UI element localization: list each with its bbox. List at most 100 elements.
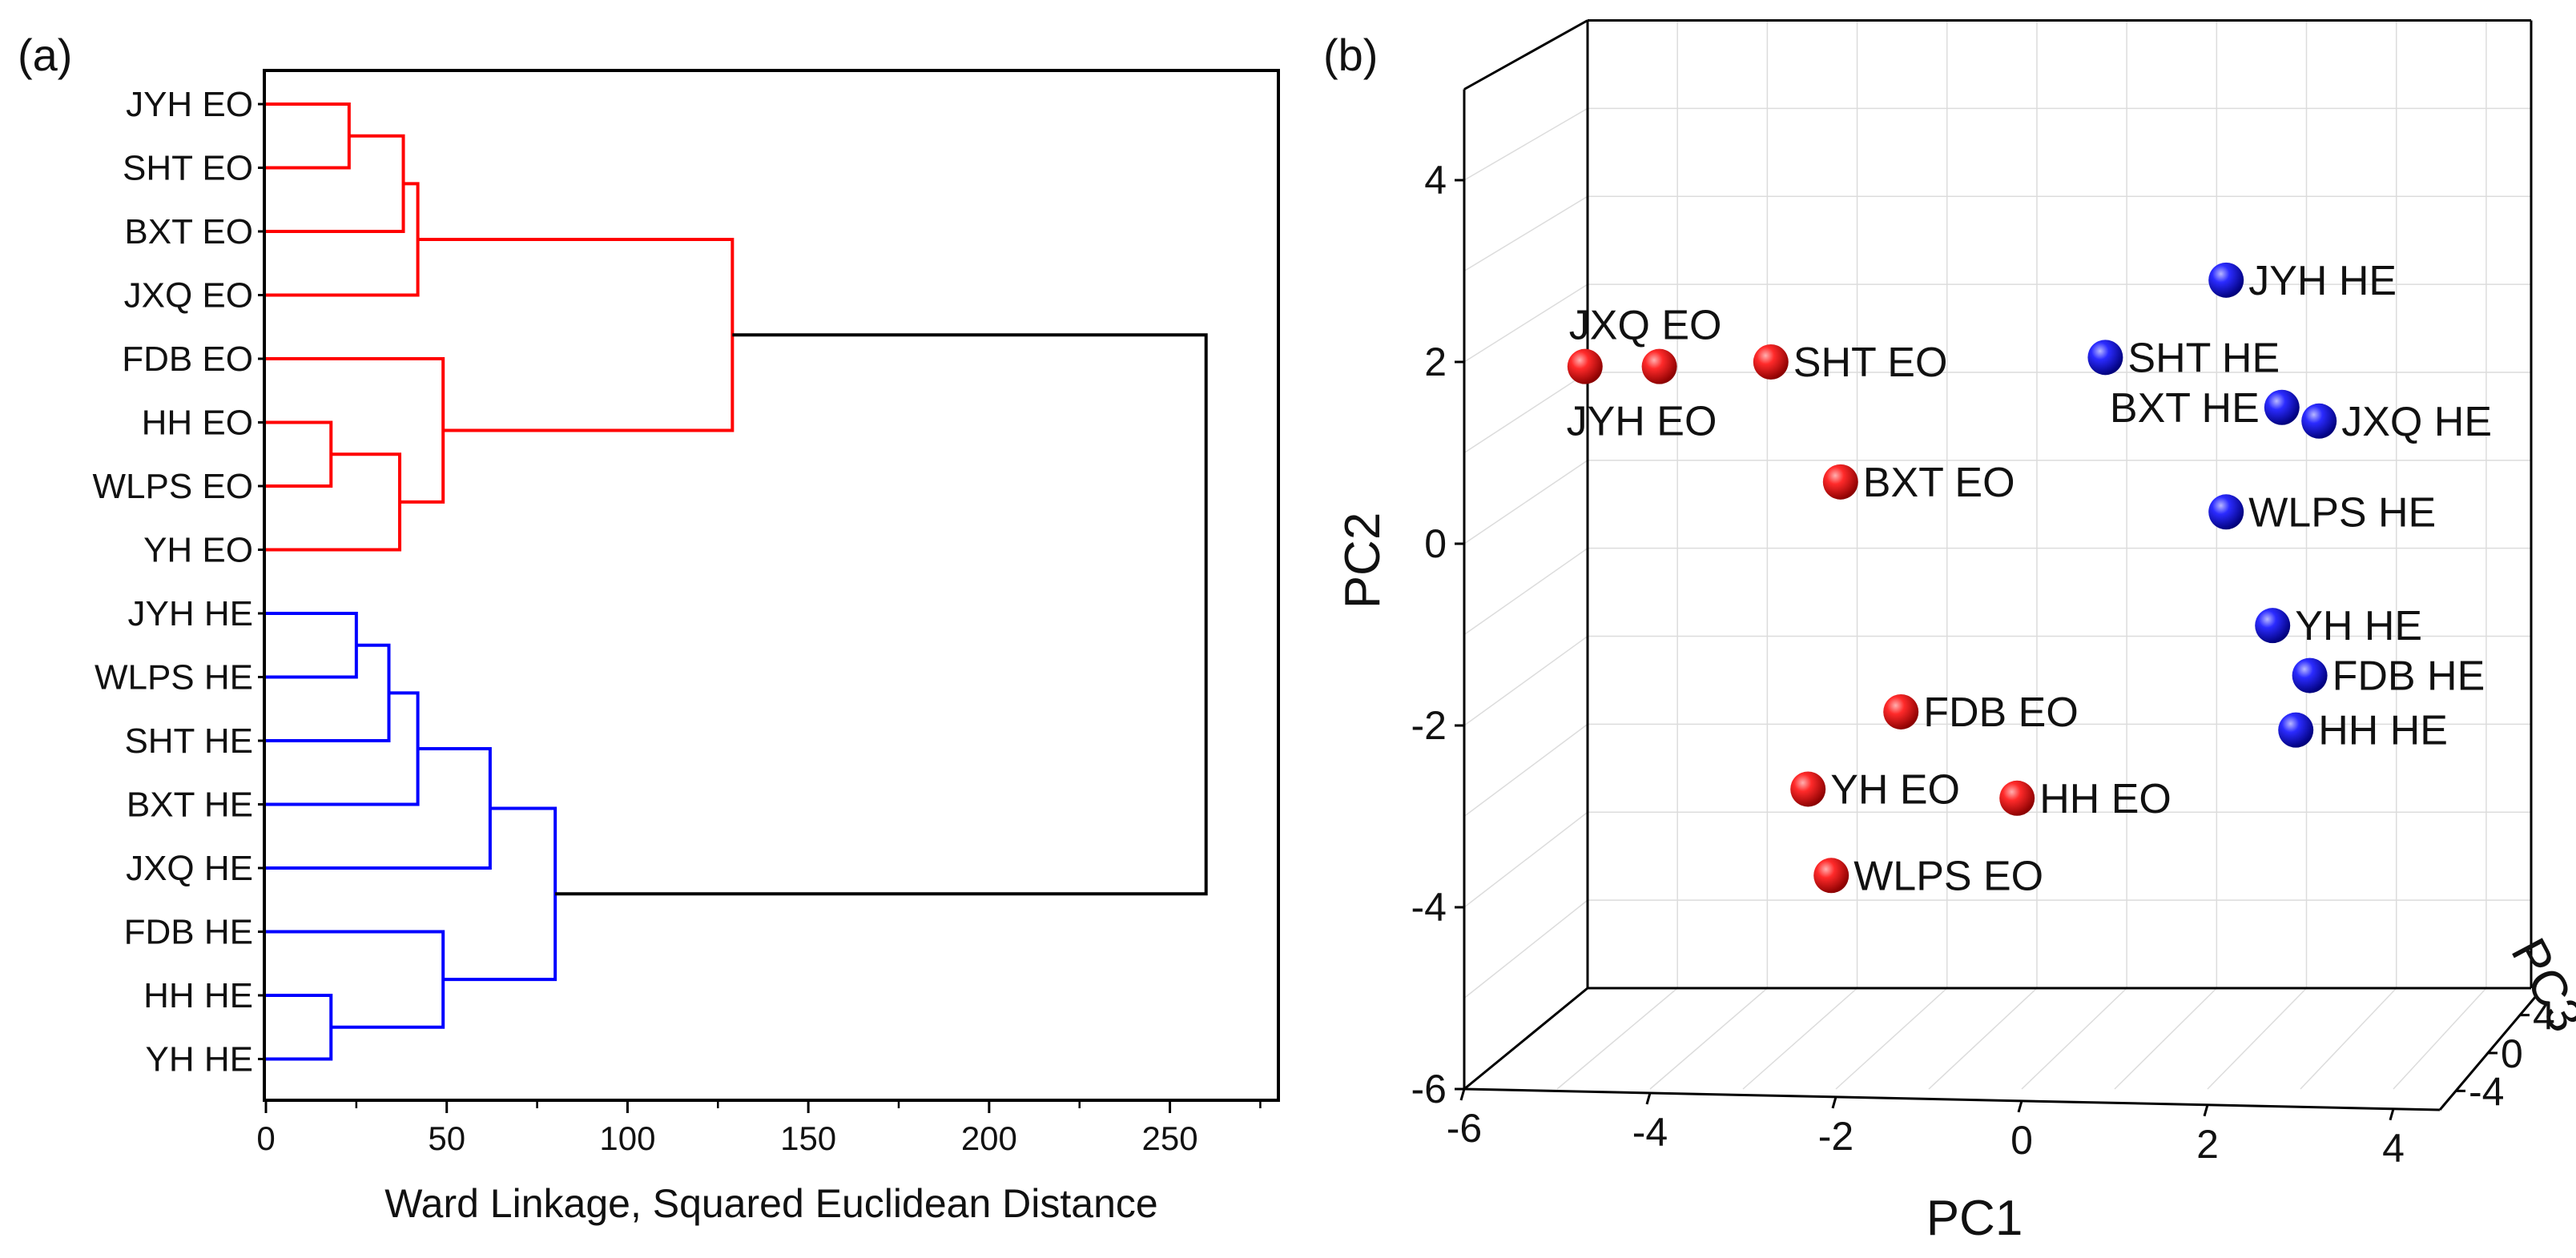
pca-x-axis-title: PC1 [1926, 1191, 2023, 1246]
pca-point-label: HH EO [2039, 776, 2171, 822]
pca-x-tick-label: 0 [2010, 1118, 2033, 1163]
pca-x-tick-label: 4 [2382, 1126, 2405, 1171]
pca-grid [1463, 20, 2531, 1090]
pca-grid-line [1463, 460, 1588, 545]
pca-point-label: BXT HE [2110, 385, 2260, 432]
pca-x-tick [2389, 1108, 2395, 1121]
pca-grid-line [2207, 987, 2308, 1090]
pca-point-label: YH EO [1830, 766, 1960, 813]
pca-point-label: FDB EO [1923, 689, 2079, 736]
pca-x-tick-label: 2 [2196, 1122, 2219, 1167]
pca-point-he: SHT HE [2087, 335, 2280, 381]
dendrogram-leaf-label: YH EO [143, 531, 253, 570]
pca-point-eo: YH EO [1790, 766, 1960, 813]
pca-marker [1822, 464, 1858, 500]
pca-point-eo: BXT EO [1822, 460, 2015, 506]
pca-box-edge [1463, 1087, 2441, 1111]
pca-marker [2255, 608, 2291, 644]
pca-marker [1883, 693, 1919, 729]
pca-point-label: SHT EO [1793, 340, 1948, 386]
dendrogram-panel: JYH EO SHT EO BXT EO JXQ EO FDB EO HH EO WLPS … [93, 69, 1280, 1226]
dendrogram-leaf-label: JXQ EO [124, 276, 253, 316]
dendrogram-leaf-label: JXQ HE [126, 849, 253, 888]
dendrogram-leaf-label: WLPS HE [95, 658, 253, 697]
pca-point-label: JYH HE [2248, 258, 2397, 304]
pca-point-label: BXT EO [1863, 460, 2015, 506]
pca-box-edge [1463, 19, 1588, 90]
pca-point-eo: JYH EO [1567, 348, 1717, 445]
dendrogram-branches [266, 102, 1208, 1061]
pca-point-he: FDB HE [2292, 653, 2485, 700]
pca-x-tick-label: -6 [1447, 1106, 1482, 1151]
dendrogram-link-he [266, 612, 358, 679]
dendrogram-x-tick-label: 200 [961, 1119, 1017, 1157]
pca-y-tick-label: -6 [1411, 1067, 1447, 1111]
pca-x-tick [1459, 1088, 1466, 1101]
pca-grid-line [2021, 987, 2127, 1090]
pca-point-eo: JXQ EO [1567, 303, 1722, 384]
pca-marker [1790, 771, 1826, 807]
dendrogram-x-tick-label: 250 [1142, 1119, 1198, 1157]
dendrogram-leaf-label: BXT HE [127, 786, 253, 825]
dendrogram-link-eo [266, 420, 333, 488]
pca-grid-line [1463, 107, 1588, 181]
pca-grid-line [2114, 987, 2217, 1090]
pca-marker [1641, 348, 1677, 384]
pca-z-tick-label: 0 [2501, 1031, 2523, 1076]
pca-point-label: HH HE [2318, 708, 2448, 754]
pca-grid-line [1835, 987, 1948, 1090]
dendrogram-link-eo [266, 102, 351, 170]
dendrogram-x-tick-label: 50 [428, 1119, 465, 1157]
dendrogram-leaf-label: JYH EO [126, 85, 253, 124]
pca-marker [2208, 494, 2244, 530]
pca-x-tick [2017, 1100, 2023, 1113]
dendrogram-link-he [266, 643, 391, 742]
pca-point-eo: HH EO [1999, 776, 2171, 822]
pca-point-label: JYH EO [1567, 399, 1717, 445]
pca-z-tick-label: -4 [2469, 1069, 2504, 1114]
dendrogram-link-he [443, 806, 557, 982]
pca-point-eo: WLPS EO [1813, 853, 2043, 899]
pca-point-label: SHT HE [2127, 335, 2280, 381]
pca-x-tick [2203, 1104, 2209, 1117]
pca-grid-line [1463, 372, 1588, 454]
pca-marker [2278, 712, 2314, 748]
pca-point-he: WLPS HE [2208, 489, 2436, 536]
pca-grid-line [1463, 283, 1588, 363]
dendrogram-link-eo [266, 134, 405, 233]
pca-marker [1753, 344, 1789, 380]
dendrogram-leaf-label: SHT HE [124, 721, 253, 761]
pca-marker [2292, 657, 2328, 693]
dendrogram-link-he [266, 930, 445, 1029]
dendrogram-x-tick-label: 0 [256, 1119, 275, 1157]
pca-grid-line [1928, 987, 2038, 1090]
dendrogram-frame [263, 69, 1280, 1102]
pca-grid-line [1742, 987, 1858, 1090]
pca-grid-line [1463, 899, 1588, 999]
pca-point-he: JXQ HE [2301, 399, 2492, 445]
pca-point-label: FDB HE [2332, 653, 2485, 700]
pca-marker [2087, 340, 2123, 376]
pca-marker [2208, 262, 2244, 298]
dendrogram-x-axis-title: Ward Linkage, Squared Euclidean Distance [384, 1181, 1157, 1226]
pca-x-tick [1645, 1092, 1652, 1105]
pca-point-he: BXT HE [2110, 385, 2300, 432]
dendrogram-leaf-label: HH EO [142, 404, 253, 443]
dendrogram-link-eo [417, 237, 735, 432]
pca-point-he: YH HE [2255, 603, 2422, 649]
panel-b-label: (b) [1323, 30, 1378, 80]
dendrogram-link-eo [266, 357, 445, 504]
pca-grid-line [1463, 723, 1588, 818]
pca-x-tick [1831, 1096, 1837, 1109]
pca-y-tick-label: 0 [1424, 521, 1447, 566]
pca-points: JXQ EO JYH EO SHT EO BXT EO FDB EO YH EO HH EO… [1567, 258, 2492, 899]
pca-grid-line [1463, 635, 1588, 726]
pca-point-he: JYH HE [2208, 258, 2397, 304]
pca-point-label: WLPS EO [1854, 853, 2043, 899]
dendrogram-leaf-label: HH HE [143, 976, 253, 1015]
dendrogram-leaf-labels: JYH EO SHT EO BXT EO JXQ EO FDB EO HH EO WLPS … [93, 85, 266, 1079]
dendrogram-link-root [555, 333, 1208, 896]
pca-y-tick-label: 2 [1424, 340, 1447, 384]
pca-point-label: JXQ HE [2341, 399, 2492, 445]
